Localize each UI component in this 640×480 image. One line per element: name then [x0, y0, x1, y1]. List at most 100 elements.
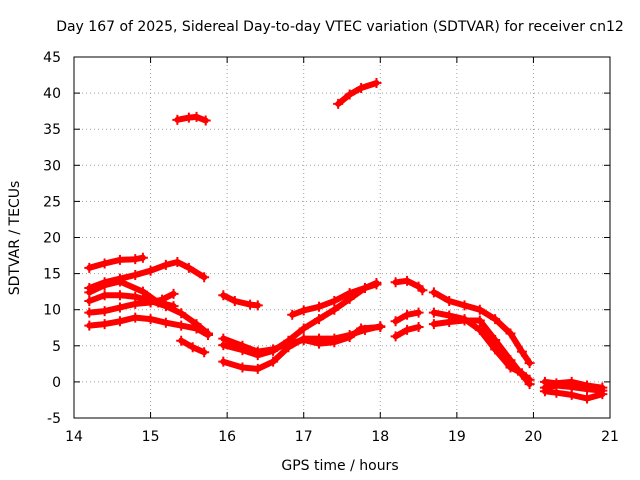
y-tick-label: 35 — [43, 122, 61, 138]
data-point — [444, 296, 455, 307]
data-point — [344, 288, 355, 299]
data-point — [505, 328, 516, 339]
data-point — [474, 304, 485, 315]
x-tick-label: 21 — [601, 429, 619, 445]
data-point — [566, 381, 577, 392]
data-point — [268, 345, 279, 356]
data-point — [176, 320, 187, 331]
y-tick-label: 40 — [43, 86, 61, 102]
data-point — [390, 316, 401, 327]
data-point — [516, 369, 527, 380]
data-point — [145, 297, 156, 308]
data-point — [551, 380, 562, 391]
data-point — [114, 316, 125, 327]
data-point — [218, 290, 229, 301]
y-tick-label: 15 — [43, 267, 61, 283]
data-point — [99, 290, 110, 301]
data-point — [329, 304, 340, 315]
x-axis-label: GPS time / hours — [281, 458, 398, 474]
data-point — [524, 379, 535, 390]
grid — [74, 57, 610, 418]
data-point — [402, 275, 413, 286]
data-point — [145, 265, 156, 276]
data-series — [84, 77, 608, 404]
data-point — [287, 309, 298, 320]
series-track-n — [335, 80, 380, 107]
data-point — [252, 350, 263, 361]
data-point — [329, 333, 340, 344]
x-tick-label: 14 — [65, 429, 83, 445]
x-tick-label: 16 — [218, 429, 236, 445]
data-point — [390, 277, 401, 288]
data-point — [524, 358, 535, 369]
data-point — [237, 362, 248, 373]
data-point — [333, 98, 344, 109]
data-point — [402, 324, 413, 335]
data-point — [145, 314, 156, 325]
data-point — [137, 252, 148, 263]
x-tick-label: 19 — [448, 429, 466, 445]
y-tick-label: -5 — [47, 411, 61, 427]
data-point — [200, 115, 211, 126]
data-point — [444, 316, 455, 327]
data-point — [199, 347, 210, 358]
data-point — [283, 342, 294, 353]
data-point — [172, 114, 183, 125]
y-tick-label: 45 — [43, 50, 61, 66]
data-point — [252, 363, 263, 374]
data-point — [597, 385, 608, 396]
data-point — [428, 307, 439, 318]
data-point — [130, 298, 141, 309]
data-point — [199, 272, 210, 283]
data-point — [114, 290, 125, 301]
y-axis-label: SDTVAR / TECUs — [7, 181, 23, 296]
data-point — [176, 335, 187, 346]
data-point — [298, 333, 309, 344]
data-point — [314, 314, 325, 325]
data-point — [237, 345, 248, 356]
data-point — [160, 259, 171, 270]
data-point — [187, 342, 198, 353]
y-tick-label: 30 — [43, 158, 61, 174]
data-point — [84, 307, 95, 318]
data-point — [114, 302, 125, 313]
data-point — [417, 285, 428, 296]
x-tick-label: 15 — [142, 429, 160, 445]
data-point — [413, 322, 424, 333]
data-point — [157, 294, 168, 305]
data-point — [359, 283, 370, 294]
data-point — [359, 324, 370, 335]
y-tick-label: 0 — [52, 375, 61, 391]
data-point — [99, 319, 110, 330]
data-point — [84, 287, 95, 298]
x-tick-label: 18 — [371, 429, 389, 445]
data-point — [218, 356, 229, 367]
data-point — [516, 346, 527, 357]
data-point — [490, 344, 501, 355]
data-point — [130, 270, 141, 281]
data-point — [428, 287, 439, 298]
data-point — [172, 257, 183, 268]
data-point — [84, 296, 95, 307]
data-point — [218, 340, 229, 351]
data-point — [371, 277, 382, 288]
data-point — [329, 296, 340, 307]
data-point — [356, 83, 367, 94]
data-point — [114, 276, 125, 287]
x-tick-label: 20 — [525, 429, 543, 445]
y-tick-label: 20 — [43, 231, 61, 247]
data-point — [176, 308, 187, 319]
data-point — [474, 324, 485, 335]
chart-title: Day 167 of 2025, Sidereal Day-to-day VTE… — [56, 19, 624, 35]
data-point — [84, 320, 95, 331]
data-point — [344, 329, 355, 340]
data-point — [84, 262, 95, 273]
data-point — [539, 382, 550, 393]
data-point — [490, 314, 501, 325]
data-point — [99, 306, 110, 317]
data-point — [428, 319, 439, 330]
data-point — [505, 355, 516, 366]
data-point — [137, 286, 148, 297]
